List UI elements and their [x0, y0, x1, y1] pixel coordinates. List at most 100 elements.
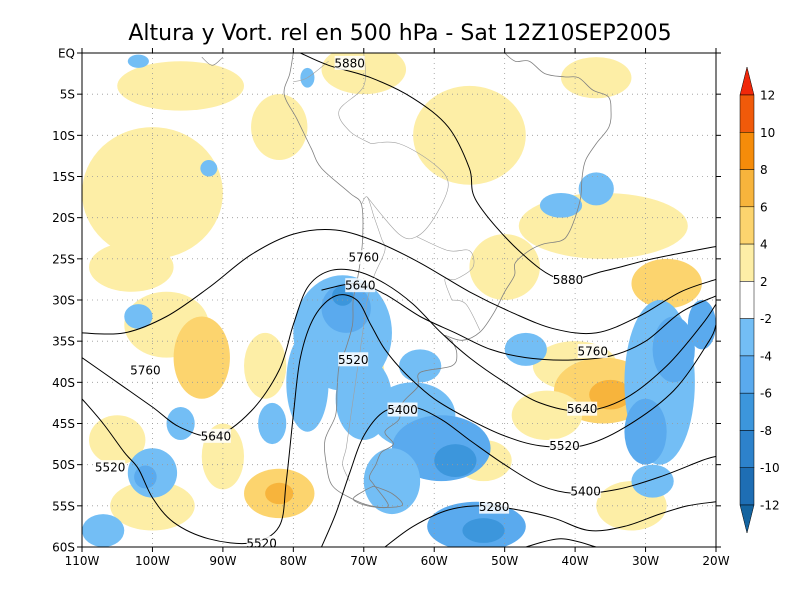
positive-vorticity-blob [631, 258, 702, 309]
contour-label: 5280 [479, 500, 510, 514]
colorbar: 12 10 8 6 4 2 -2 -4 -6 -8 -10 -12 [739, 66, 780, 534]
colorbar-band [739, 94, 755, 133]
colorbar-top-arrow [739, 66, 755, 96]
positive-vorticity-blob [244, 332, 287, 399]
negative-vorticity-blob [578, 172, 614, 206]
positive-vorticity-blob [251, 94, 308, 161]
colorbar-bottom-arrow [739, 504, 755, 534]
contour-label-bg [246, 535, 277, 547]
lat-tick-label: EQ [58, 47, 75, 61]
negative-vorticity-blob [124, 304, 153, 329]
negative-vorticity-blob [434, 444, 477, 478]
lon-tick-label: 70W [350, 554, 377, 568]
contour-label-bg [334, 55, 365, 70]
negative-vorticity-blob [134, 465, 157, 489]
colorbar-tick-label: 4 [760, 238, 768, 252]
height-contours: 5880 5880 5760 5760 5760 5640 5640 5640 5520 5520… [82, 53, 716, 550]
lon-tick-label: 30W [632, 554, 659, 568]
contour-label: 5640 [567, 402, 598, 416]
colorbar-tick-label: -2 [760, 312, 772, 326]
positive-vorticity-blob [82, 127, 223, 259]
lon-tick-label: 90W [209, 554, 236, 568]
colorbar-tick-label: 12 [760, 89, 775, 103]
contour-label: 5880 [334, 56, 365, 70]
positive-vorticity-blob [561, 57, 632, 99]
negative-vorticity-blob [127, 54, 149, 68]
lat-tick-label: 25S [52, 252, 75, 266]
lat-tick-label: 10S [52, 129, 75, 143]
colorbar-band [739, 467, 755, 506]
negative-vorticity-blob [504, 332, 547, 366]
contour-5280 [525, 538, 597, 547]
contour-label-bg [577, 344, 608, 359]
contour-5760 [321, 282, 716, 361]
lat-tick-label: 60S [52, 541, 75, 555]
colorbar-band [739, 430, 755, 468]
contour-label: 5520 [246, 536, 277, 550]
negative-vorticity-blob [166, 407, 195, 440]
contour-label: 5760 [577, 345, 608, 359]
lat-tick-label: 15S [52, 170, 75, 184]
colorbar-band [739, 318, 755, 357]
lat-tick-label: 35S [52, 335, 75, 349]
contour-label-bg [130, 362, 161, 377]
contour-label: 5520 [338, 353, 369, 367]
positive-vorticity-blob [511, 390, 583, 440]
contour-label: 5880 [553, 273, 584, 287]
negative-vorticity-blob [631, 464, 674, 498]
lat-tick-label: 45S [52, 417, 75, 431]
tierra-del-fuego-coastline [352, 485, 403, 508]
colorbar-tick-label: -12 [760, 499, 780, 513]
galapagos-coastline [201, 56, 224, 66]
colorbar-tick-label: 6 [760, 200, 768, 214]
contour-5880 [300, 53, 716, 281]
lat-tick-label: 5S [60, 88, 75, 102]
contour-label-bg [553, 272, 584, 287]
negative-vorticity-blob [82, 514, 125, 547]
lon-tick-label: 20W [702, 554, 729, 568]
contour-5280 [384, 501, 716, 547]
coastlines [201, 53, 612, 509]
lat-tick-label: 40S [52, 376, 75, 390]
positive-vorticity-blob [413, 85, 526, 185]
colorbar-tick-label: 8 [760, 163, 768, 177]
contour-5400 [321, 405, 716, 547]
positive-vorticity-blob [173, 316, 230, 399]
colorbar-band [739, 355, 755, 394]
contour-label-bg [345, 278, 376, 293]
contour-5760 [82, 228, 716, 335]
positive-vorticity-blob [469, 234, 540, 300]
contour-label: 5400 [570, 485, 601, 499]
lat-tick-label: 20S [52, 211, 75, 225]
positive-vorticity-blob [589, 379, 632, 410]
contour-label: 5520 [95, 461, 126, 475]
map-title: Altura y Vort. rel en 500 hPa - Sat 12Z1… [128, 21, 671, 46]
country-border [342, 196, 386, 482]
positive-vorticity-blob [89, 242, 174, 292]
lat-tick-label: 30S [52, 294, 75, 308]
positive-vorticity-blob [89, 415, 146, 465]
map-axes: EQ 5S 10S 15S 20S 25S 30S 35S 40S 45S 50S 55S 60S110… [52, 47, 730, 569]
contour-label-bg [549, 438, 580, 453]
colorbar-band [739, 169, 755, 208]
contour-label: 5400 [387, 403, 418, 417]
graticule [82, 53, 716, 547]
positive-vorticity-blob [117, 61, 245, 111]
colorbar-tick-label: 2 [760, 275, 768, 289]
lon-tick-label: 50W [491, 554, 518, 568]
colorbar-band [739, 281, 755, 319]
contour-label: 5520 [549, 439, 580, 453]
lon-tick-label: 110W [65, 554, 100, 568]
negative-vorticity-blob [652, 316, 695, 383]
colorbar-tick-label: -10 [760, 461, 780, 475]
colorbar-tick-label: -8 [760, 424, 772, 438]
lon-tick-label: 80W [280, 554, 307, 568]
lat-tick-label: 55S [52, 499, 75, 513]
negative-vorticity-blob [399, 349, 442, 383]
contour-label: 5760 [130, 363, 161, 377]
colorbar-band [739, 243, 755, 282]
colorbar-tick-label: -6 [760, 387, 772, 401]
contour-label-bg [570, 484, 601, 499]
negative-vorticity-blob [462, 518, 505, 543]
